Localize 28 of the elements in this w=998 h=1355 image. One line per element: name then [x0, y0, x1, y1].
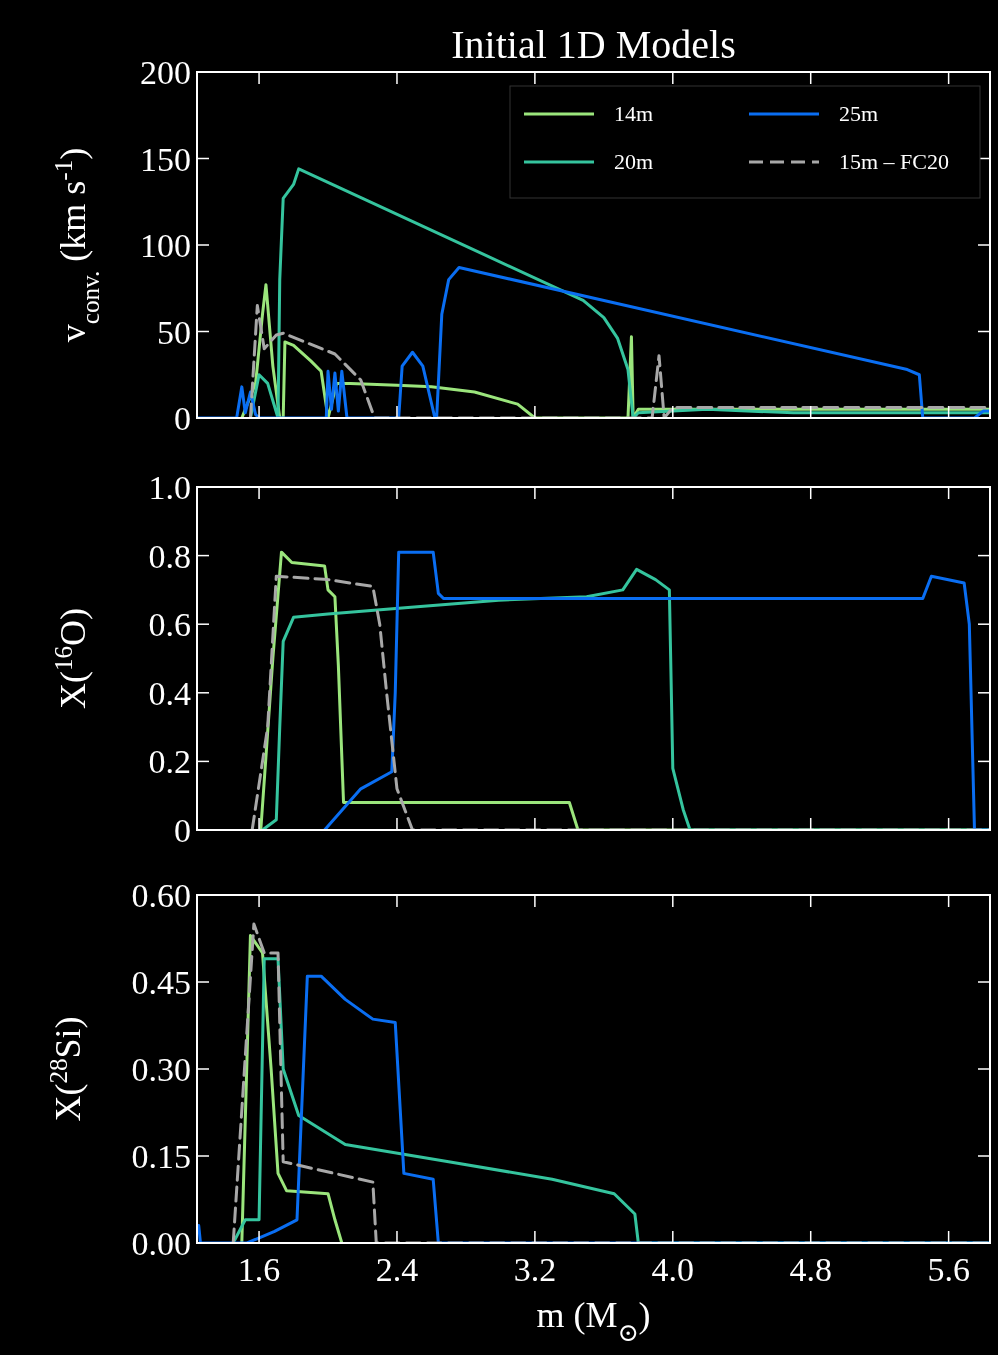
- y-tick-label: 0.2: [148, 743, 191, 781]
- y-tick-label: 200: [140, 54, 191, 91]
- chart-title: Initial 1D Models: [451, 22, 736, 67]
- legend-label: 14m: [614, 101, 654, 126]
- legend-label: 15m – FC20: [839, 149, 950, 174]
- x-tick-label: 3.2: [513, 1251, 557, 1288]
- legend-label: 20m: [614, 149, 654, 174]
- y-tick-label: 1.0: [148, 469, 191, 506]
- y-tick-label: 0.60: [131, 877, 191, 914]
- y-tick-label: 0.4: [148, 674, 191, 712]
- y-tick-label: 100: [140, 227, 191, 264]
- y-tick-label: 150: [140, 140, 191, 178]
- y-tick-label: 0.15: [131, 1138, 191, 1175]
- y-tick-label: 0.00: [131, 1225, 191, 1262]
- y-tick-label: 0.30: [131, 1051, 191, 1088]
- x-tick-label: 1.6: [237, 1251, 281, 1288]
- y-tick-label: 0.8: [148, 537, 191, 575]
- legend-label: 25m: [839, 101, 879, 126]
- x-tick-label: 4.0: [651, 1251, 695, 1288]
- y-tick-label: 0: [174, 400, 191, 437]
- y-tick-label: 0.6: [148, 606, 191, 644]
- x-axis-title: m (M$_{⊙}$): [536, 1295, 651, 1346]
- y-tick-label: 0: [174, 812, 191, 849]
- x-tick-label: 2.4: [375, 1251, 419, 1288]
- y-tick-label: 0.45: [131, 964, 191, 1001]
- x-tick-label: 5.6: [927, 1251, 970, 1288]
- x-tick-label: 4.8: [789, 1251, 832, 1288]
- y-tick-label: 50: [157, 313, 191, 351]
